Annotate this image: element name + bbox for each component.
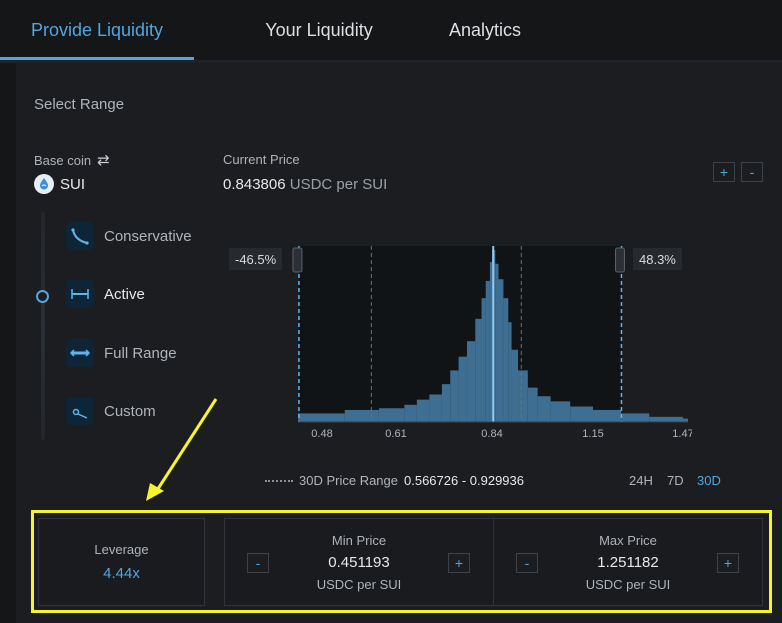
min-price-decrease-button[interactable]: - <box>247 553 269 573</box>
current-price-label: Current Price <box>223 152 300 167</box>
swap-arrows-icon[interactable]: ⇄ <box>97 152 110 169</box>
distribution-bar <box>683 418 688 422</box>
distribution-bar <box>508 322 512 422</box>
max-price-decrease-button[interactable]: - <box>516 553 538 573</box>
distribution-bar <box>441 384 451 422</box>
section-title: Select Range <box>34 96 125 113</box>
strategy-label: Conservative <box>104 227 192 245</box>
distribution-bar <box>489 262 492 422</box>
distribution-bar <box>404 404 417 422</box>
x-tick-label: 0.48 <box>311 428 332 440</box>
distribution-bar <box>621 413 650 422</box>
price-range-legend: 30D Price Range 0.566726 - 0.929936 <box>265 473 524 488</box>
highlight-box <box>31 510 772 613</box>
zoom-in-button[interactable]: + <box>713 162 735 182</box>
period-7d[interactable]: 7D <box>667 473 684 488</box>
strategy-custom[interactable]: Custom <box>66 397 156 425</box>
distribution-bar <box>593 409 622 422</box>
distribution-bar <box>498 279 504 422</box>
liquidity-distribution-chart[interactable]: 0.48 0.61 0.84 1.15 1.47 <box>222 240 692 445</box>
distribution-bar <box>518 370 528 422</box>
current-price-number: 0.843806 <box>223 176 286 193</box>
max-price-unit: USDC per SUI <box>585 576 671 592</box>
current-price-value: 0.843806 USDC per SUI <box>223 176 387 193</box>
base-coin-text: Base coin <box>34 152 92 168</box>
strategy-conservative[interactable]: Conservative <box>66 222 192 250</box>
x-tick-label: 0.84 <box>481 428 502 440</box>
base-coin-selector[interactable]: SUI <box>34 174 85 194</box>
distribution-bar <box>495 263 499 422</box>
distribution-bar <box>475 318 482 422</box>
leverage-box: Leverage 4.44x <box>38 518 205 606</box>
strategy-rail <box>41 212 45 440</box>
x-tick-label: 0.61 <box>385 428 406 440</box>
max-price-label: Max Price <box>599 532 657 548</box>
leverage-value: 4.44x <box>103 565 140 582</box>
range-max-handle <box>614 247 625 273</box>
upper-range-percent: 48.3% <box>633 248 682 270</box>
distribution-bar <box>485 280 490 422</box>
tab-analytics[interactable]: Analytics <box>448 19 522 40</box>
dashed-line-icon <box>265 479 293 482</box>
price-range-label: 30D Price Range <box>299 473 398 488</box>
full-range-icon <box>66 339 94 367</box>
range-min-handle <box>292 247 303 273</box>
distribution-bar <box>378 408 405 422</box>
strategy-label: Full Range <box>104 344 177 362</box>
current-price-unit: USDC per SUI <box>289 176 388 193</box>
zoom-out-button[interactable]: - <box>741 162 763 182</box>
distribution-bar <box>649 416 683 422</box>
custom-range-icon <box>66 397 94 425</box>
distribution-bar <box>466 341 476 422</box>
base-coin-label: Base coin ⇄ <box>34 151 110 169</box>
max-price-increase-button[interactable]: + <box>717 553 739 573</box>
x-tick-label: 1.15 <box>582 428 603 440</box>
strategy-selected-dot <box>36 290 49 303</box>
distribution-bar <box>511 349 519 422</box>
distribution-bar <box>298 413 345 422</box>
distribution-bar <box>503 298 509 422</box>
min-price-unit: USDC per SUI <box>316 576 402 592</box>
period-30d[interactable]: 30D <box>697 473 721 488</box>
tab-divider <box>0 60 782 63</box>
base-coin-symbol: SUI <box>60 175 86 193</box>
lower-range-percent: -46.5% <box>229 248 283 270</box>
distribution-bar <box>458 356 467 422</box>
tab-your-liquidity[interactable]: Your Liquidity <box>265 19 373 40</box>
distribution-bar <box>570 406 593 422</box>
x-tick-label: 1.47 <box>672 428 692 440</box>
distribution-bar <box>429 394 442 422</box>
strategy-full-range[interactable]: Full Range <box>66 339 177 367</box>
distribution-bar <box>537 396 551 422</box>
period-24h[interactable]: 24H <box>629 473 653 488</box>
price-range-value: 0.566726 - 0.929936 <box>404 473 524 488</box>
min-price-label: Min Price <box>331 532 387 548</box>
conservative-curve-icon <box>66 222 94 250</box>
distribution-bar <box>550 401 571 422</box>
leverage-label: Leverage <box>94 542 149 557</box>
active-range-icon <box>66 280 94 308</box>
distribution-bar <box>416 399 430 422</box>
distribution-bar <box>527 387 538 422</box>
min-price-increase-button[interactable]: + <box>448 553 470 573</box>
max-price-value[interactable]: 1.251182 <box>597 553 659 571</box>
distribution-bar <box>344 409 379 422</box>
strategy-label: Active <box>104 285 145 303</box>
tab-provide-liquidity[interactable]: Provide Liquidity <box>0 0 194 60</box>
strategy-label: Custom <box>104 402 156 420</box>
distribution-bar <box>450 370 459 422</box>
sui-coin-icon <box>34 174 54 194</box>
strategy-active[interactable]: Active <box>66 280 145 308</box>
tab-bar: Provide Liquidity Your Liquidity Analyti… <box>0 0 782 60</box>
min-price-value[interactable]: 0.451193 <box>328 553 390 571</box>
distribution-bar <box>481 298 486 422</box>
